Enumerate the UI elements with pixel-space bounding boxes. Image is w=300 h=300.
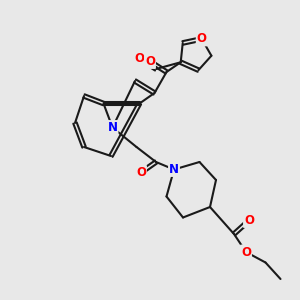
Text: O: O: [244, 214, 254, 227]
Text: O: O: [136, 166, 146, 179]
Text: O: O: [145, 55, 155, 68]
Text: N: N: [169, 163, 179, 176]
Text: O: O: [197, 32, 207, 45]
Text: O: O: [134, 52, 145, 65]
Text: O: O: [241, 245, 251, 259]
Text: N: N: [107, 121, 118, 134]
